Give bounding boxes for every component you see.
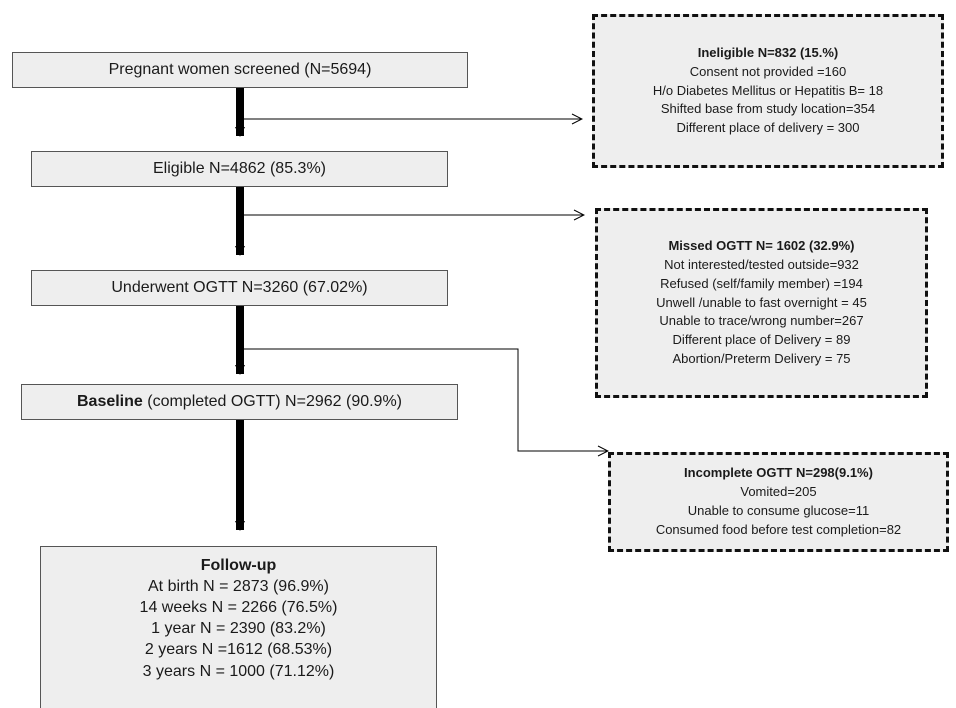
missed-line: Abortion/Preterm Delivery = 75 <box>672 351 851 367</box>
followup-line: 3 years N = 1000 (71.12%) <box>142 662 335 680</box>
followup-title: Follow-up <box>200 557 277 574</box>
ineligible-line: Different place of delivery = 300 <box>676 120 860 136</box>
missed-title: Missed OGTT N= 1602 (32.9%) <box>668 238 855 254</box>
missed-line: Not interested/tested outside=932 <box>664 256 859 272</box>
incomplete-title: Incomplete OGTT N=298(9.1%) <box>684 465 873 481</box>
branch-arrow-incomplete <box>244 348 608 451</box>
incomplete-line: Consumed food before test completion=82 <box>655 521 902 537</box>
missed-line: Different place of Delivery = 89 <box>672 332 851 348</box>
underwent-label: Underwent OGTT N=3260 (67.02%) <box>111 279 368 296</box>
eligible-label: Eligible N=4862 (85.3%) <box>153 160 326 177</box>
box-eligible: Eligible N=4862 (85.3%) <box>31 151 448 187</box>
box-ineligible: Ineligible N=832 (15.%) Consent not prov… <box>592 14 944 168</box>
followup-line: 2 years N =1612 (68.53%) <box>144 641 333 659</box>
ineligible-line: Consent not provided =160 <box>689 63 847 79</box>
incomplete-line: Unable to consume glucose=11 <box>687 503 870 518</box>
screened-label: Pregnant women screened (N=5694) <box>108 61 372 78</box>
box-underwent: Underwent OGTT N=3260 (67.02%) <box>31 270 448 306</box>
ineligible-title: Ineligible N=832 (15.%) <box>697 44 839 60</box>
incomplete-line: Vomited=205 <box>740 484 817 500</box>
box-missed-ogtt: Missed OGTT N= 1602 (32.9%) Not interest… <box>595 208 928 398</box>
baseline-label-bold: Baseline <box>76 393 143 410</box>
box-incomplete-ogtt: Incomplete OGTT N=298(9.1%) Vomited=205 … <box>608 452 949 552</box>
missed-line: Unwell /unable to fast overnight = 45 <box>656 294 867 310</box>
followup-line: At birth N = 2873 (96.9%) <box>148 578 329 596</box>
missed-line: Refused (self/family member) =194 <box>660 275 863 291</box>
missed-line: Unable to trace/wrong number=267 <box>659 313 864 329</box>
box-screened: Pregnant women screened (N=5694) <box>12 52 468 88</box>
followup-line: 14 weeks N = 2266 (76.5%) <box>139 599 338 617</box>
followup-line: 1 year N = 2390 (83.2%) <box>151 620 326 638</box>
ineligible-line: H/o Diabetes Mellitus or Hepatitis B= 18 <box>652 82 884 98</box>
ineligible-line: Shifted base from study location=354 <box>660 101 876 117</box>
baseline-label-rest: (completed OGTT) N=2962 (90.9%) <box>142 393 403 410</box>
box-followup: Follow-up At birth N = 2873 (96.9%) 14 w… <box>40 546 437 708</box>
box-baseline: Baseline (completed OGTT) N=2962 (90.9%) <box>21 384 458 420</box>
